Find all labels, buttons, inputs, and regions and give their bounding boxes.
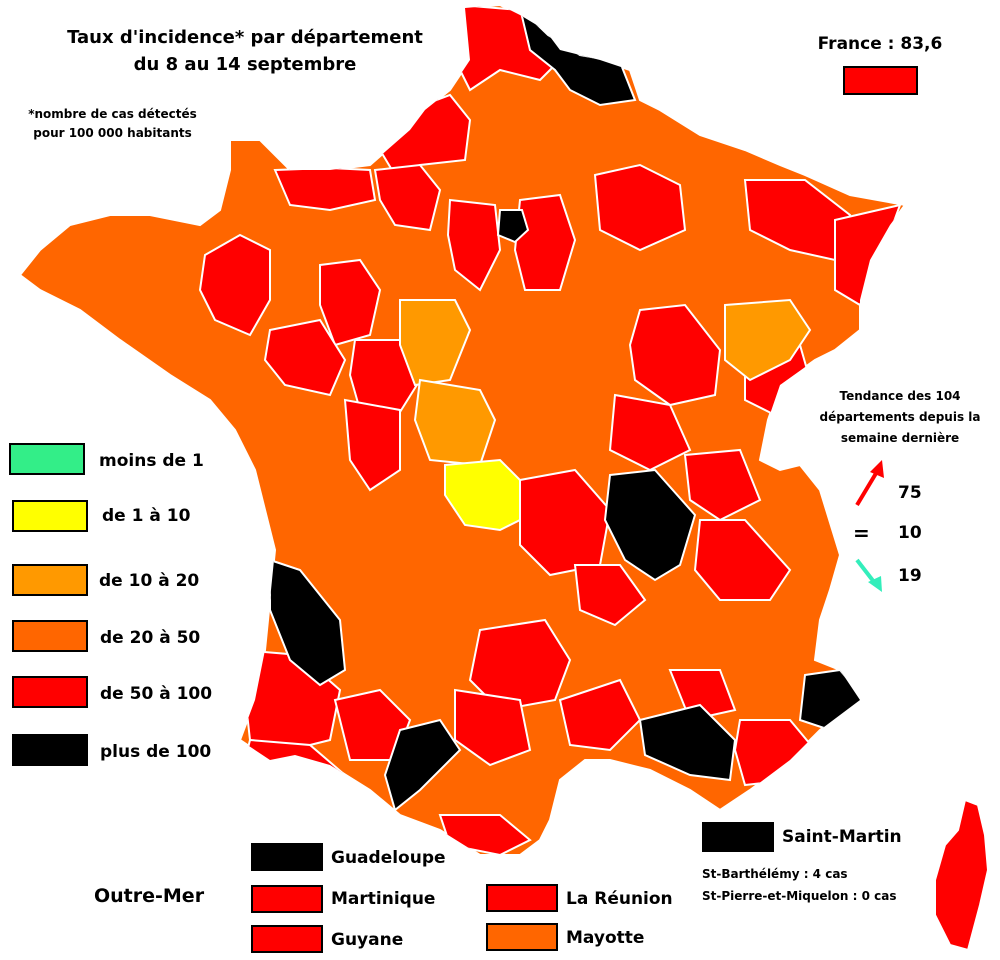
dept-red-isere [693, 519, 792, 601]
label-mayotte: Mayotte [566, 928, 645, 948]
trend-title: Tendance des 104 départements depuis la … [800, 386, 1000, 449]
equal-icon: = [853, 521, 870, 545]
label-guadeloupe: Guadeloupe [331, 848, 446, 868]
footnote-line-1: *nombre de cas détectés [28, 107, 197, 121]
legend-swatch-50-100 [12, 676, 88, 708]
dept-black-bouches-du-rhone [638, 703, 737, 782]
arrow-down-head [868, 576, 882, 592]
swatch-martinique [251, 885, 323, 913]
label-reunion: La Réunion [566, 889, 673, 909]
swatch-saint-martin [702, 822, 774, 852]
france-swatch [843, 66, 918, 95]
arrow-down-icon [855, 558, 876, 584]
map-title: Taux d'incidence* par département du 8 a… [20, 24, 470, 78]
dept-red-calvados [273, 166, 377, 212]
dept-black-rhone [603, 468, 697, 582]
dept-red-sarthe [263, 318, 347, 397]
dept-red-ille-et-vilaine [198, 233, 271, 337]
dept-black-gironde-coast [269, 558, 347, 687]
trend-title-line-3: semaine dernière [840, 431, 960, 445]
footnote: *nombre de cas détectés pour 100 000 hab… [0, 105, 225, 143]
dept-red-aveyron [468, 618, 572, 712]
legend-swatch-lt1 [9, 443, 85, 475]
dept-red-gard [558, 678, 642, 752]
legend-label-10-20: de 10 à 20 [99, 571, 200, 591]
arrow-up-icon [855, 468, 880, 507]
trend-up-count: 75 [898, 483, 922, 503]
dept-black-haute-garonne [383, 718, 462, 812]
label-guyane: Guyane [331, 930, 404, 950]
arrow-up-head [870, 460, 884, 478]
dept-red-cote-dor [628, 303, 722, 407]
legend-label-gt100: plus de 100 [100, 742, 212, 762]
trend-title-line-2: départements depuis la [819, 410, 981, 424]
trend-title-line-1: Tendance des 104 [839, 389, 961, 403]
dept-red-yvelines [446, 198, 502, 292]
dept-red-tarn [454, 688, 532, 767]
dept-red-ain [683, 448, 762, 522]
dept-red-haute-loire [573, 564, 647, 627]
note-st-barthelemy: St-Barthélémy : 4 cas [702, 867, 848, 881]
dept-red-saone-et-loire [608, 393, 692, 472]
trend-down-count: 19 [898, 566, 922, 586]
swatch-mayotte [486, 923, 558, 951]
legend-label-50-100: de 50 à 100 [100, 684, 213, 704]
dept-red-indre-et-loire [343, 398, 401, 492]
dept-red-marne [513, 193, 577, 291]
france-value-label: France : 83,6 [817, 34, 943, 54]
outre-mer-title: Outre-Mer [94, 885, 205, 907]
dept-red-ardennes [593, 163, 687, 252]
metropole [18, 3, 990, 952]
footnote-line-2: pour 100 000 habitants [33, 126, 192, 140]
corsica [934, 798, 990, 952]
legend-swatch-1-10 [12, 500, 88, 532]
trend-equal-count: 10 [898, 523, 922, 543]
swatch-guyane [251, 925, 323, 953]
legend-label-1-10: de 1 à 10 [102, 506, 191, 526]
swatch-reunion [486, 884, 558, 912]
dept-yellow-creuse [444, 458, 521, 532]
dept-red-eure [373, 163, 442, 232]
dept-lightorange-haute-saone [724, 298, 812, 382]
dept-red-bas-rhin [834, 203, 902, 307]
label-saint-martin: Saint-Martin [782, 827, 902, 847]
legend-swatch-20-50 [12, 620, 88, 652]
note-st-pierre: St-Pierre-et-Miquelon : 0 cas [702, 889, 897, 903]
dept-red-mayenne [319, 258, 382, 347]
legend-label-lt1: moins de 1 [99, 451, 204, 471]
swatch-guadeloupe [251, 843, 323, 871]
title-line-1: Taux d'incidence* par département [67, 27, 423, 48]
dept-black-paris [496, 209, 530, 244]
legend-label-20-50: de 20 à 50 [100, 628, 201, 648]
dept-lightorange-eure-et-loir [399, 299, 472, 387]
legend-swatch-10-20 [12, 564, 88, 596]
trend-arrows [855, 460, 884, 592]
title-line-2: du 8 au 14 septembre [133, 54, 357, 75]
label-martinique: Martinique [331, 889, 436, 909]
legend-swatch-gt100 [12, 734, 88, 766]
